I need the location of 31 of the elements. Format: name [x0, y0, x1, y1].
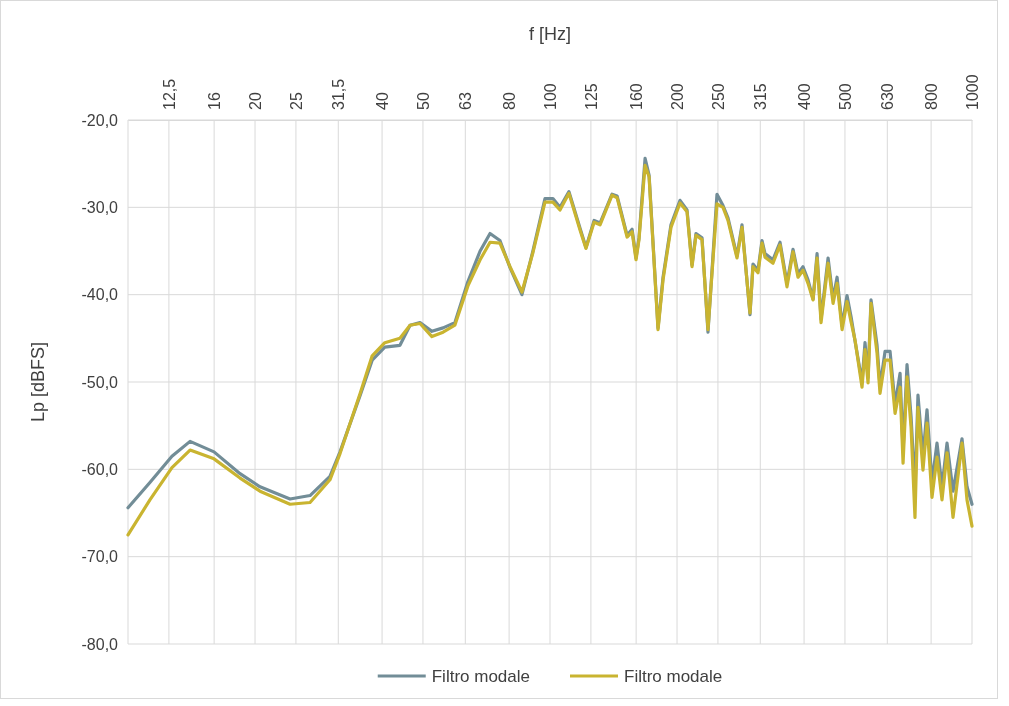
legend-label: Filtro modale: [431, 666, 530, 686]
x-tick-label: 250: [710, 83, 728, 110]
x-tick-label: 25: [288, 92, 306, 110]
x-tick-label: 40: [374, 92, 392, 110]
x-tick-label: 1000: [964, 74, 982, 110]
x-tick-label: 125: [583, 83, 600, 110]
x-tick-label: 100: [542, 83, 560, 110]
y-tick-label: -80,0: [81, 635, 119, 653]
x-tick-label: 50: [415, 92, 433, 110]
y-tick-label: -30,0: [81, 198, 119, 216]
x-tick-label: 63: [457, 92, 475, 110]
x-tick-label: 400: [796, 83, 814, 110]
x-tick-label: 160: [628, 83, 646, 110]
y-tick-label: -50,0: [81, 373, 119, 391]
y-axis-title: Lp [dBFS]: [28, 341, 48, 423]
x-tick-label: 80: [501, 92, 519, 110]
x-tick-label: 20: [247, 92, 265, 110]
y-tick-label: -20,0: [81, 111, 119, 129]
x-tick-label: 500: [837, 83, 855, 110]
x-tick-label: 16: [206, 92, 224, 110]
x-tick-label: 12,5: [161, 78, 178, 110]
x-tick-label: 630: [879, 83, 897, 110]
x-tick-label: 800: [923, 83, 941, 110]
x-tick-label: 200: [669, 83, 687, 110]
y-tick-label: -60,0: [81, 460, 119, 478]
x-tick-label: 31,5: [330, 78, 348, 110]
x-axis-title: f [Hz]: [528, 24, 572, 44]
y-tick-label: -40,0: [81, 286, 119, 304]
y-tick-label: -70,0: [81, 548, 119, 566]
x-tick-label: 315: [752, 83, 770, 110]
legend-label: Filtro modale: [624, 666, 723, 686]
